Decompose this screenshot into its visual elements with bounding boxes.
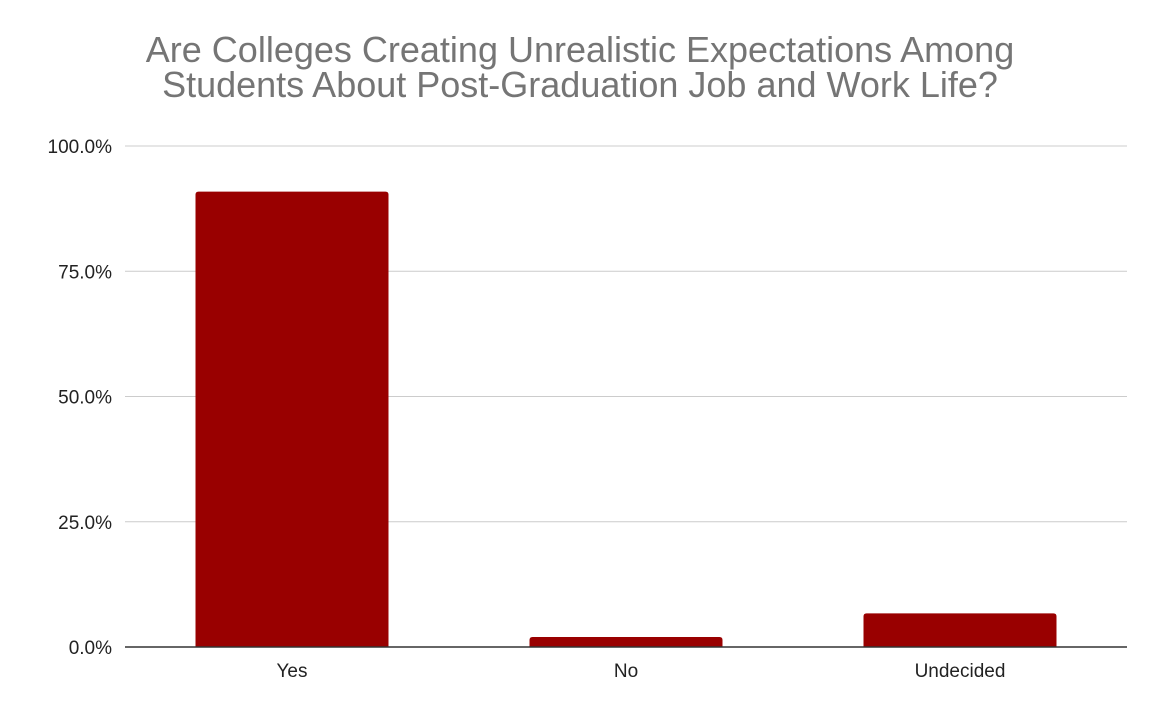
x-tick-label: Undecided (915, 661, 1006, 682)
y-tick-label: 25.0% (58, 513, 112, 534)
y-tick-label: 100.0% (48, 137, 113, 158)
chart-title-line-2: Students About Post-Graduation Job and W… (162, 64, 998, 105)
y-tick-label: 0.0% (69, 638, 112, 659)
chart-title-line-1: Are Colleges Creating Unrealistic Expect… (145, 29, 1015, 70)
y-tick-label: 50.0% (58, 388, 112, 409)
x-axis-tick-labels: Yes No Undecided (277, 661, 1006, 682)
chart-title: Are Colleges Creating Unrealistic Expect… (0, 29, 1160, 105)
bars (195, 191, 1057, 647)
x-tick-label: No (614, 661, 638, 682)
bar-undecided (863, 613, 1057, 647)
bar-no (529, 636, 723, 647)
bar-yes (195, 191, 389, 647)
y-tick-label: 75.0% (58, 262, 112, 283)
y-axis-tick-labels: 0.0% 25.0% 50.0% 75.0% 100.0% (48, 137, 113, 659)
x-tick-label: Yes (277, 661, 308, 682)
